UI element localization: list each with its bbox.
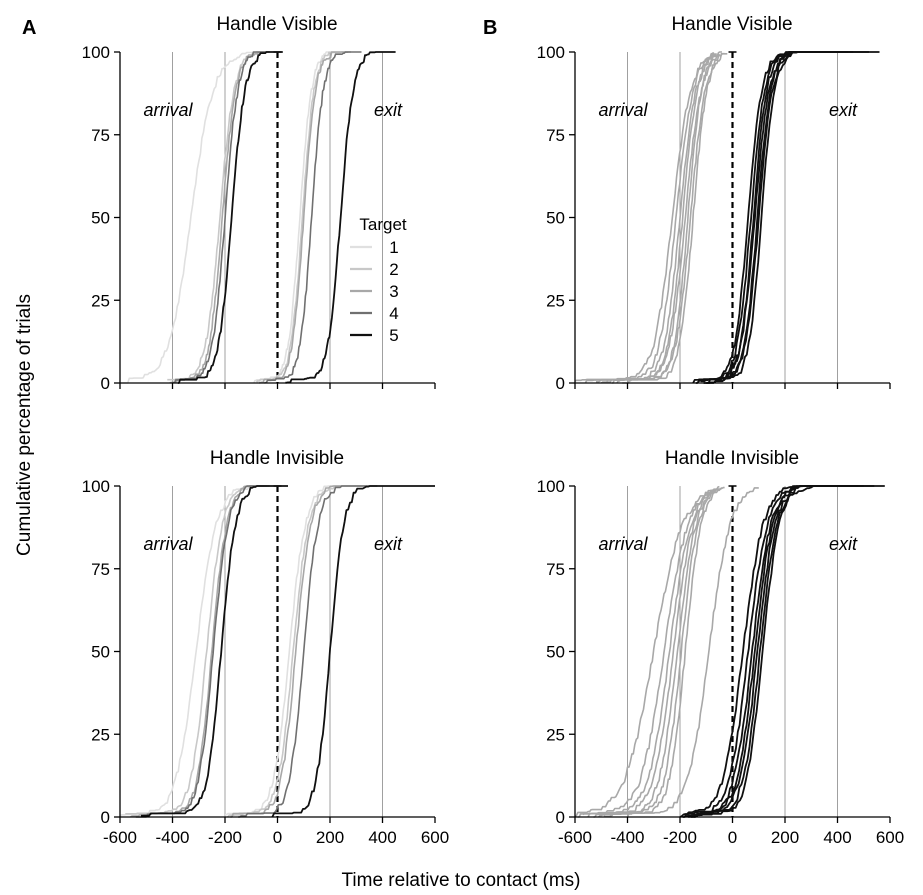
panel-title: Handle Visible <box>671 14 792 35</box>
x-tick-label: -600 <box>558 828 592 847</box>
annotation-arrival: arrival <box>143 534 193 554</box>
legend-title: Target <box>359 215 407 234</box>
legend-label: 3 <box>389 282 398 301</box>
annotation-exit: exit <box>374 534 403 554</box>
panel-a-invisible: Handle Invisible 0 25 50 75 100 -600 -400 -200 0 2… <box>82 448 450 847</box>
series-line-exit-5 <box>285 51 396 384</box>
x-tick-label: 400 <box>368 828 396 847</box>
x-tick-label: -400 <box>155 828 189 847</box>
y-tick-label: 25 <box>91 291 110 310</box>
panel-title: Handle Invisible <box>665 448 799 469</box>
annotation-exit: exit <box>829 534 858 554</box>
panel-letter: B <box>483 17 497 39</box>
x-tick-label: 200 <box>316 828 344 847</box>
panel-title: Handle Invisible <box>210 448 344 469</box>
y-tick-label: 0 <box>101 808 110 827</box>
x-tick-label: -200 <box>208 828 242 847</box>
x-axis-title: Time relative to contact (ms) <box>342 870 581 891</box>
x-tick-label: 0 <box>728 828 737 847</box>
series-line-arrival-arrival-7 <box>603 486 725 818</box>
annotation-exit: exit <box>829 100 858 120</box>
x-tick-label: 600 <box>421 828 449 847</box>
x-tick-label: 200 <box>771 828 799 847</box>
series-line-exit-1 <box>224 485 357 816</box>
y-axis-title: Cumulative percentage of trials <box>14 294 35 556</box>
x-tick-label: 600 <box>876 828 904 847</box>
series-line-exit-exit-2 <box>682 485 848 818</box>
y-tick-label: 50 <box>546 209 565 228</box>
panel-title: Handle Visible <box>216 14 337 35</box>
x-tick-label: -400 <box>610 828 644 847</box>
x-tick-label: 400 <box>823 828 851 847</box>
y-tick-label: 0 <box>556 374 565 393</box>
series-line-arrival-5 <box>177 51 283 384</box>
y-tick-label: 25 <box>546 291 565 310</box>
y-tick-label: 100 <box>82 43 110 62</box>
y-tick-label: 75 <box>546 560 565 579</box>
x-tick-label: 0 <box>273 828 282 847</box>
annotation-arrival: arrival <box>598 534 648 554</box>
annotation-exit: exit <box>374 100 403 120</box>
panel-letter: A <box>22 17 36 39</box>
series-line-exit-5 <box>271 485 435 818</box>
y-tick-label: 75 <box>91 126 110 145</box>
y-tick-label: 0 <box>556 808 565 827</box>
series-line-exit-3 <box>258 51 351 384</box>
series-line-arrival-4 <box>172 51 270 384</box>
y-tick-label: 25 <box>546 725 565 744</box>
y-tick-label: 50 <box>546 643 565 662</box>
series-line-arrival-arrival-2 <box>577 489 713 818</box>
y-tick-label: 50 <box>91 643 110 662</box>
y-tick-label: 75 <box>91 560 110 579</box>
annotation-arrival: arrival <box>598 100 648 120</box>
y-tick-label: 100 <box>82 477 110 496</box>
legend: Target 1 2 3 4 5 <box>350 215 407 345</box>
y-tick-label: 25 <box>91 725 110 744</box>
y-tick-label: 0 <box>101 374 110 393</box>
y-tick-label: 50 <box>91 209 110 228</box>
panel-b-invisible: Handle Invisible 0 25 50 75 100 -600 -400 -200 0 2… <box>537 448 905 847</box>
series-line-arrival-arrival-1 <box>574 491 708 818</box>
legend-label: 2 <box>389 260 398 279</box>
series-line-exit-3 <box>230 485 367 818</box>
series-line-arrival-1 <box>120 51 260 384</box>
legend-label: 1 <box>389 238 398 257</box>
series-line-arrival-arrival-8 <box>626 487 759 818</box>
annotation-arrival: arrival <box>143 100 193 120</box>
x-tick-label: -600 <box>103 828 137 847</box>
y-tick-label: 75 <box>546 126 565 145</box>
series-line-exit-exit-7 <box>708 51 880 384</box>
series-line-exit-4 <box>238 485 378 818</box>
y-tick-label: 100 <box>537 43 565 62</box>
x-tick-label: -200 <box>663 828 697 847</box>
series-line-exit-4 <box>264 51 362 384</box>
series-line-arrival-5 <box>141 485 288 817</box>
y-tick-label: 100 <box>537 477 565 496</box>
series-line-exit-exit-7 <box>695 485 885 818</box>
series-line-exit-exit-4 <box>701 51 848 383</box>
legend-label: 5 <box>389 326 398 345</box>
legend-label: 4 <box>389 304 398 323</box>
panel-b-visible: B Handle Visible 0 25 50 75 100 arrival exit <box>483 14 891 393</box>
series-line-arrival-arrival-8 <box>622 52 728 384</box>
series-line-exit-exit-1 <box>679 485 838 818</box>
